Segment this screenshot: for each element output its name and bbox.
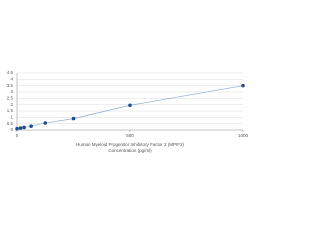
- data-point: [29, 124, 33, 128]
- x-tick-label: 1000: [238, 133, 249, 138]
- chart: Human Myeloid Progenitor Inhibitory Fact…: [7, 70, 249, 153]
- y-tick-label: 0.5: [7, 121, 14, 126]
- x-tick-label: 500: [126, 133, 134, 138]
- data-point: [15, 126, 19, 131]
- x-axis-title: Concentration (pg/ml): [108, 148, 152, 153]
- y-tick-label: 4.5: [7, 70, 14, 75]
- y-tick-label: 3.5: [7, 83, 14, 88]
- data-point: [128, 103, 132, 108]
- data-point: [43, 121, 48, 125]
- y-tick-label: 4: [10, 77, 13, 82]
- x-axis-title: Human Myeloid Progenitor Inhibitory Fact…: [76, 142, 185, 147]
- y-tick-label: 0: [10, 127, 13, 132]
- data-point: [18, 126, 23, 130]
- data-point: [241, 83, 245, 88]
- y-tick-label: 3: [10, 89, 13, 94]
- x-tick-label: 0: [16, 133, 19, 138]
- y-tick-label: 2: [10, 102, 13, 107]
- y-tick-label: 2.5: [7, 96, 14, 101]
- y-tick-label: 1.5: [7, 108, 14, 113]
- data-point: [22, 125, 26, 130]
- data-point: [71, 116, 76, 121]
- y-tick-label: 1: [10, 115, 13, 120]
